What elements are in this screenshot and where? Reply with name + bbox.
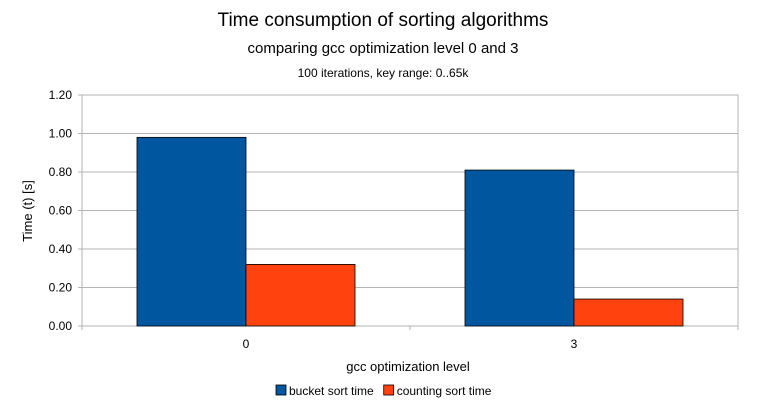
y-tick-label: 1.00 bbox=[49, 127, 73, 141]
bar bbox=[245, 263, 356, 327]
y-tick-label: 0.40 bbox=[49, 242, 73, 256]
y-tick-label: 0.80 bbox=[49, 165, 73, 179]
y-axis-label: Time (t) [s] bbox=[20, 180, 35, 242]
chart-subtitle-2: 100 iterations, key range: 0..65k bbox=[298, 66, 470, 80]
y-tick-label: 0.20 bbox=[49, 281, 73, 295]
chart-subtitle: comparing gcc optimization level 0 and 3 bbox=[248, 40, 519, 57]
legend-label: bucket sort time bbox=[289, 384, 374, 398]
y-tick-label: 1.20 bbox=[49, 88, 73, 102]
bar bbox=[136, 136, 247, 327]
bar bbox=[464, 169, 575, 327]
plot-area: 0.00 0.20 0.40 0.60 0.80 1.00 1.20 0 3 bbox=[49, 88, 739, 351]
legend-swatch bbox=[275, 384, 287, 396]
legend-swatch bbox=[383, 384, 395, 396]
x-axis-label: gcc optimization level bbox=[346, 359, 470, 374]
y-tick-label: 0.60 bbox=[49, 204, 73, 218]
legend: bucket sort time counting sort time bbox=[275, 384, 492, 398]
x-tick-label: 3 bbox=[571, 337, 578, 351]
legend-label: counting sort time bbox=[397, 384, 492, 398]
chart-title: Time consumption of sorting algorithms bbox=[218, 10, 549, 31]
y-tick-label: 0.00 bbox=[49, 319, 73, 333]
x-tick-label: 0 bbox=[243, 337, 250, 351]
bar bbox=[573, 298, 684, 327]
